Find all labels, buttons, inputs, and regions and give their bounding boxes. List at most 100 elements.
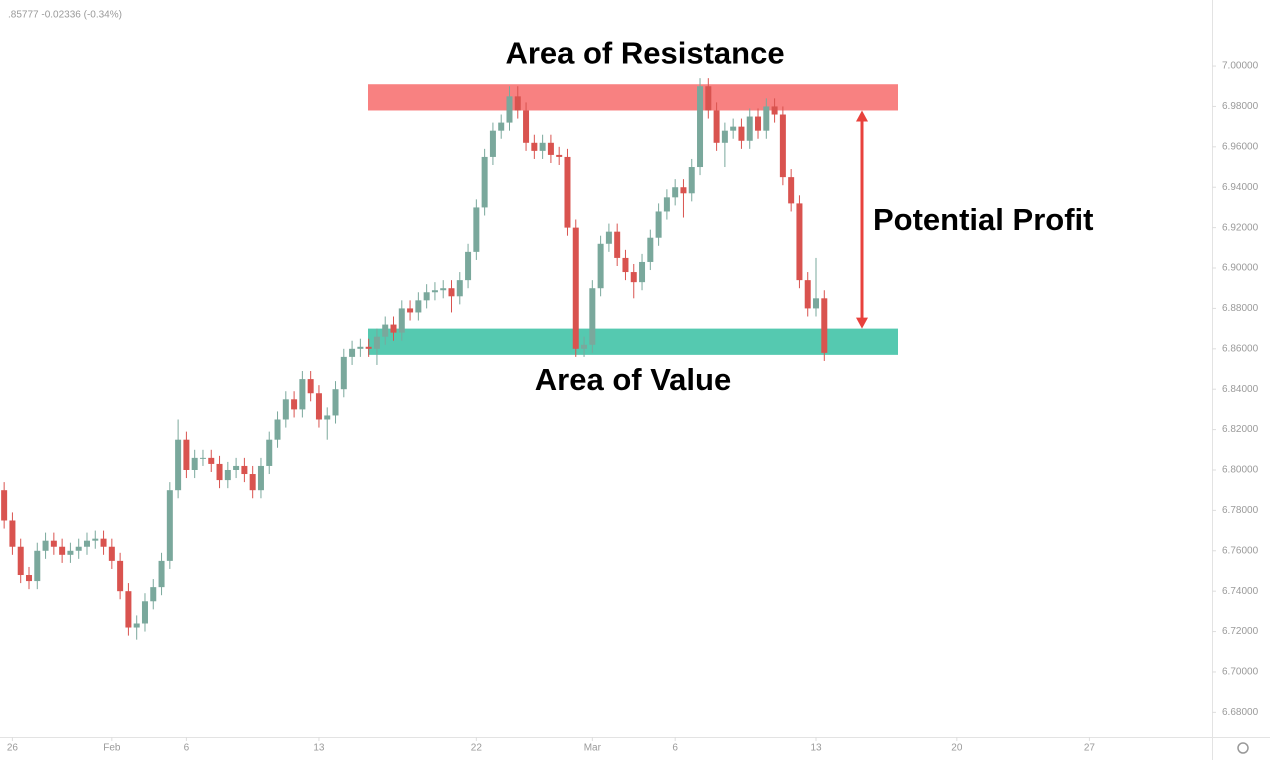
candle-body bbox=[605, 231, 612, 244]
candle-body bbox=[697, 86, 704, 168]
candle-body bbox=[59, 546, 66, 555]
x-tick-label: Mar bbox=[584, 743, 602, 754]
candle-body bbox=[307, 379, 314, 394]
candle-body bbox=[589, 288, 596, 345]
candle-body bbox=[158, 560, 165, 588]
y-tick-label: 6.70000 bbox=[1222, 667, 1259, 678]
zone-label: Area of Resistance bbox=[505, 35, 784, 70]
candle-body bbox=[75, 546, 82, 551]
candle-body bbox=[373, 336, 380, 349]
candle-body bbox=[390, 324, 397, 333]
settings-icon[interactable] bbox=[1237, 742, 1249, 754]
candle-body bbox=[771, 106, 778, 115]
candle-body bbox=[34, 550, 41, 582]
candle-body bbox=[357, 346, 364, 349]
candle-body bbox=[274, 419, 281, 440]
candle-body bbox=[506, 96, 513, 123]
candle-body bbox=[100, 538, 107, 547]
y-tick-label: 6.88000 bbox=[1222, 303, 1259, 314]
candle-body bbox=[257, 465, 264, 491]
y-tick-label: 6.98000 bbox=[1222, 101, 1259, 112]
candle-body bbox=[796, 203, 803, 281]
candle-body bbox=[83, 540, 90, 547]
candle-body bbox=[713, 110, 720, 143]
candle-body bbox=[473, 207, 480, 252]
candle-body bbox=[746, 116, 753, 141]
y-tick-label: 6.82000 bbox=[1222, 424, 1259, 435]
candle-body bbox=[630, 272, 637, 283]
candle-body bbox=[183, 439, 190, 470]
candle-body bbox=[282, 399, 289, 420]
zone-label: Area of Value bbox=[535, 362, 731, 397]
arrow-head bbox=[856, 317, 868, 329]
candle-body bbox=[315, 393, 322, 420]
candle-body bbox=[564, 156, 571, 228]
candle-body bbox=[398, 308, 405, 333]
candle-body bbox=[647, 237, 654, 262]
arrow-head bbox=[856, 110, 868, 122]
candle-body bbox=[340, 356, 347, 390]
y-tick-label: 6.76000 bbox=[1222, 545, 1259, 556]
candle-body bbox=[639, 261, 646, 283]
candle-body bbox=[415, 300, 422, 313]
y-tick-label: 6.96000 bbox=[1222, 141, 1259, 152]
candle-body bbox=[133, 623, 140, 628]
candle-body bbox=[233, 465, 240, 470]
candle-body bbox=[191, 457, 198, 470]
y-tick-label: 6.78000 bbox=[1222, 505, 1259, 516]
y-tick-label: 6.86000 bbox=[1222, 343, 1259, 354]
candle-body bbox=[108, 546, 115, 561]
candle-body bbox=[332, 389, 339, 416]
candle-body bbox=[721, 130, 728, 143]
candle-body bbox=[489, 130, 496, 157]
candle-body bbox=[581, 344, 588, 349]
candle-body bbox=[788, 177, 795, 204]
x-tick-label: 13 bbox=[313, 743, 325, 754]
y-tick-label: 6.80000 bbox=[1222, 465, 1259, 476]
candle-body bbox=[523, 110, 530, 143]
candle-body bbox=[539, 142, 546, 151]
header-text: .85777 -0.02336 (-0.34%) bbox=[8, 10, 122, 21]
candle-body bbox=[755, 116, 762, 131]
candle-body bbox=[456, 280, 463, 297]
candle-body bbox=[349, 348, 356, 357]
candle-body bbox=[423, 292, 430, 301]
candle-body bbox=[224, 469, 231, 481]
candle-body bbox=[531, 142, 538, 151]
candle-body bbox=[25, 575, 32, 582]
candle-body bbox=[166, 490, 173, 561]
candle-body bbox=[448, 288, 455, 297]
candle-body bbox=[813, 298, 820, 309]
candle-body bbox=[241, 465, 248, 475]
candle-body bbox=[655, 211, 662, 238]
zone bbox=[368, 328, 898, 355]
x-tick-label: 6 bbox=[672, 743, 678, 754]
candle-body bbox=[465, 251, 472, 281]
candle-body bbox=[365, 346, 372, 349]
candle-body bbox=[738, 126, 745, 141]
annotation: Potential Profit bbox=[873, 202, 1093, 237]
candle-body bbox=[92, 538, 99, 541]
candle-body bbox=[9, 520, 16, 547]
candle-body bbox=[804, 280, 811, 309]
candle-body bbox=[407, 308, 414, 313]
candle-body bbox=[125, 591, 132, 628]
x-tick-label: 20 bbox=[951, 743, 963, 754]
x-tick-label: 13 bbox=[810, 743, 822, 754]
candle-body bbox=[1, 490, 8, 521]
candle-body bbox=[705, 86, 712, 111]
candle-body bbox=[440, 288, 447, 291]
candle-body bbox=[663, 197, 670, 212]
candle-body bbox=[216, 463, 223, 481]
y-tick-label: 6.94000 bbox=[1222, 182, 1259, 193]
candle-body bbox=[547, 142, 554, 155]
candle-body bbox=[672, 187, 679, 198]
candle-body bbox=[597, 243, 604, 289]
y-tick-label: 6.92000 bbox=[1222, 222, 1259, 233]
candle-body bbox=[208, 457, 215, 464]
y-tick-label: 6.72000 bbox=[1222, 626, 1259, 637]
candle-body bbox=[17, 546, 24, 576]
x-tick-label: 26 bbox=[7, 743, 19, 754]
